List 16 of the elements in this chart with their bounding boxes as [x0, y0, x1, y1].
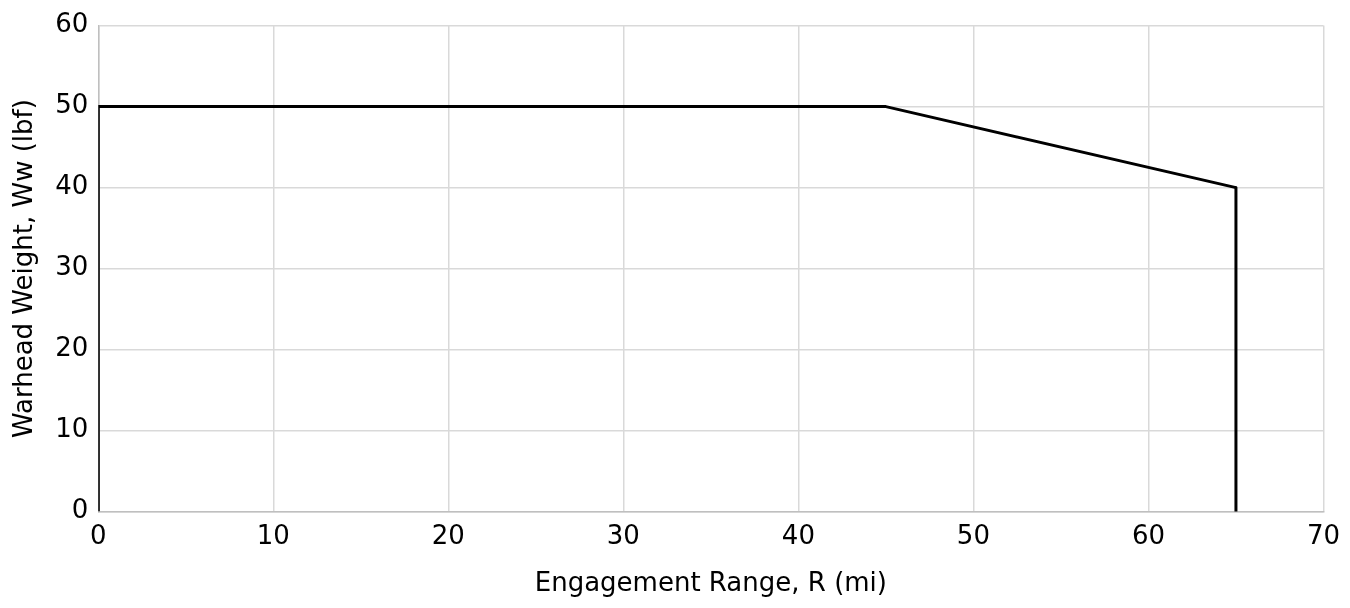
y-axis-title: Warhead Weight, Ww (lbf) [8, 99, 39, 439]
y-tick-label: 30 [55, 251, 89, 282]
x-tick-label: 40 [781, 519, 815, 550]
y-tick-label: 60 [55, 8, 89, 39]
x-tick-label: 30 [606, 519, 640, 550]
y-tick-label: 10 [55, 413, 89, 444]
x-tick-label: 60 [1131, 519, 1165, 550]
y-tick-label: 50 [55, 89, 89, 120]
y-tick-label: 20 [55, 332, 89, 363]
y-tick-label: 0 [71, 494, 89, 525]
x-tick-label: 50 [956, 519, 990, 550]
x-tick-label: 20 [431, 519, 465, 550]
x-tick-label: 10 [256, 519, 290, 550]
y-tick-label: 40 [55, 170, 89, 201]
x-axis-title: Engagement Range, R (mi) [534, 567, 887, 598]
x-tick-label: 70 [1306, 519, 1340, 550]
